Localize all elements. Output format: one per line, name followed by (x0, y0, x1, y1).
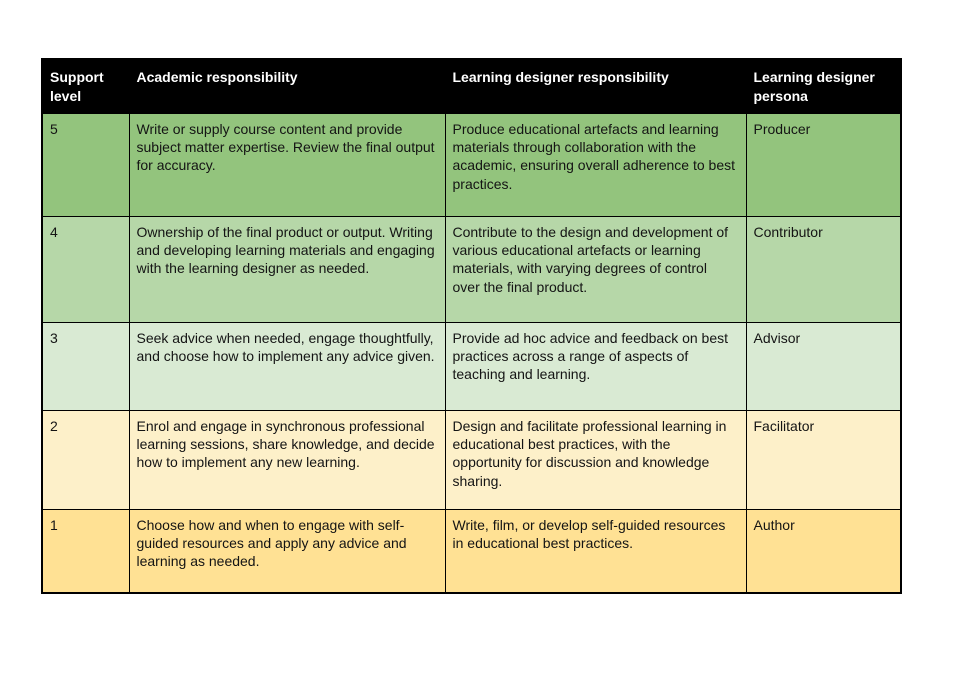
cell-level: 1 (41, 508, 130, 594)
cell-designer-responsibility: Write, film, or develop self-guided reso… (444, 508, 747, 594)
cell-level: 3 (41, 321, 130, 411)
cell-academic-responsibility: Seek advice when needed, engage thoughtf… (128, 321, 446, 411)
cell-designer-responsibility: Contribute to the design and development… (444, 215, 747, 323)
cell-designer-responsibility: Design and facilitate professional learn… (444, 409, 747, 510)
header-learning-designer-persona: Learning designer persona (745, 58, 902, 114)
table-row-level-3: 3 Seek advice when needed, engage though… (41, 321, 902, 411)
header-academic-responsibility: Academic responsibility (128, 58, 446, 114)
cell-level: 2 (41, 409, 130, 510)
cell-persona: Producer (745, 112, 902, 217)
cell-academic-responsibility: Choose how and when to engage with self-… (128, 508, 446, 594)
cell-level: 4 (41, 215, 130, 323)
support-levels-table: Support level Academic responsibility Le… (41, 58, 902, 594)
cell-persona: Author (745, 508, 902, 594)
cell-academic-responsibility: Enrol and engage in synchronous professi… (128, 409, 446, 510)
cell-designer-responsibility: Provide ad hoc advice and feedback on be… (444, 321, 747, 411)
support-levels-table-wrap: Support level Academic responsibility Le… (41, 58, 902, 594)
table-row-level-1: 1 Choose how and when to engage with sel… (41, 508, 902, 594)
table-row-level-5: 5 Write or supply course content and pro… (41, 112, 902, 217)
cell-persona: Facilitator (745, 409, 902, 510)
header-learning-designer-responsibility: Learning designer responsibility (444, 58, 747, 114)
cell-academic-responsibility: Write or supply course content and provi… (128, 112, 446, 217)
header-support-level: Support level (41, 58, 130, 114)
cell-academic-responsibility: Ownership of the final product or output… (128, 215, 446, 323)
cell-level: 5 (41, 112, 130, 217)
cell-persona: Contributor (745, 215, 902, 323)
cell-designer-responsibility: Produce educational artefacts and learni… (444, 112, 747, 217)
cell-persona: Advisor (745, 321, 902, 411)
table-row-level-4: 4 Ownership of the final product or outp… (41, 215, 902, 323)
table-row-level-2: 2 Enrol and engage in synchronous profes… (41, 409, 902, 510)
table-header-row: Support level Academic responsibility Le… (41, 58, 902, 114)
